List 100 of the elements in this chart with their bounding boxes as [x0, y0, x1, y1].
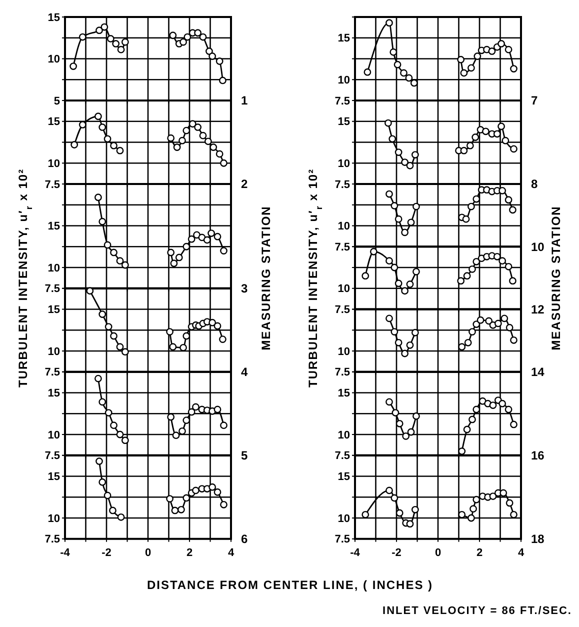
point	[116, 343, 124, 351]
point	[166, 495, 174, 502]
point	[504, 46, 512, 54]
point	[468, 328, 476, 336]
point	[394, 280, 402, 288]
point	[110, 248, 118, 256]
point	[489, 402, 497, 409]
y-tick-label: 10	[338, 512, 350, 525]
point	[117, 513, 125, 521]
point	[220, 500, 228, 508]
y-tick-label: 15	[48, 220, 60, 233]
point	[510, 510, 518, 518]
point	[110, 422, 118, 430]
point	[498, 257, 506, 265]
text: 18	[531, 532, 545, 546]
point	[104, 492, 112, 500]
point	[390, 328, 398, 336]
point	[216, 58, 224, 65]
y-tick-label: 7.5	[334, 304, 350, 316]
point	[182, 494, 190, 502]
point	[488, 48, 496, 55]
point	[171, 506, 179, 514]
y-tick-label: 7.5	[44, 450, 60, 462]
point	[394, 148, 402, 156]
y-tick-label: 7.5	[44, 366, 60, 379]
point	[390, 494, 398, 502]
point	[98, 310, 106, 318]
point	[182, 332, 190, 340]
text: 10	[531, 240, 545, 254]
text: 3	[241, 282, 248, 296]
point	[362, 272, 370, 280]
y-tick-label: 10	[48, 429, 60, 442]
point	[468, 416, 476, 424]
point	[462, 215, 470, 223]
y-tick-label: 15	[338, 388, 350, 400]
point	[412, 268, 420, 276]
point	[498, 186, 506, 194]
point	[166, 328, 174, 336]
point	[104, 409, 112, 416]
point	[184, 33, 192, 41]
point	[117, 46, 125, 54]
point	[386, 314, 393, 322]
point	[98, 218, 106, 226]
text: 6	[241, 532, 248, 546]
point	[203, 236, 211, 244]
y-tick-label: 7.5	[334, 450, 350, 462]
point	[390, 264, 398, 272]
point	[194, 29, 202, 37]
point	[460, 146, 468, 154]
y-tick-label: 10	[48, 346, 60, 358]
point	[170, 260, 178, 268]
point	[167, 413, 175, 421]
y2-axis-title: MEASURING STATION	[549, 206, 563, 350]
point	[466, 142, 474, 150]
point	[70, 141, 78, 148]
point	[410, 79, 418, 87]
point	[457, 56, 465, 64]
point	[498, 122, 505, 130]
point	[86, 287, 94, 295]
point	[109, 506, 116, 514]
point	[78, 33, 86, 41]
point	[401, 287, 408, 295]
point	[96, 26, 103, 34]
point	[498, 400, 506, 408]
point	[199, 33, 207, 41]
point	[468, 514, 475, 522]
point	[169, 343, 177, 351]
point	[121, 436, 129, 444]
point	[411, 506, 419, 514]
point	[96, 458, 103, 465]
text: 8	[531, 177, 538, 192]
point	[208, 483, 216, 491]
point	[412, 202, 420, 210]
point	[406, 520, 414, 528]
y-tick-label: 10	[48, 54, 60, 66]
point	[493, 130, 501, 138]
y-tick-label: 10	[48, 262, 60, 274]
point	[489, 492, 497, 500]
y2-axis-title: MEASURING STATION	[259, 206, 273, 350]
point	[493, 252, 501, 260]
point	[364, 68, 372, 76]
point	[401, 350, 408, 358]
point	[121, 348, 129, 356]
point	[509, 277, 516, 285]
point	[194, 124, 202, 131]
text: 7	[531, 94, 538, 108]
point	[470, 505, 477, 513]
point	[214, 406, 222, 414]
x-tick-label: -4	[350, 546, 361, 559]
point	[405, 74, 413, 82]
point	[392, 409, 400, 416]
text: 5	[241, 448, 248, 463]
y-tick-label: 10	[338, 220, 350, 233]
point	[500, 314, 508, 322]
point	[386, 398, 393, 406]
text: INLET VELOCITY = 86 FT./SEC.	[382, 604, 572, 617]
point	[509, 206, 516, 214]
point	[121, 261, 129, 269]
y-tick-label: 7.5	[44, 283, 60, 296]
point	[169, 32, 177, 40]
